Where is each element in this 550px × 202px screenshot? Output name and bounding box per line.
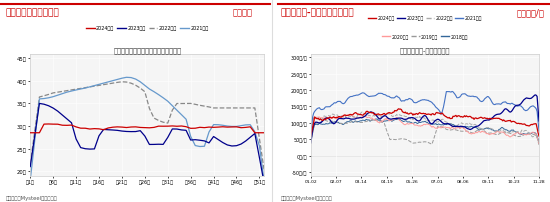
Text: 资料来源：Mysteel，长天期货: 资料来源：Mysteel，长天期货 [6,195,57,200]
Legend: 2020年度, 2019年度, 2018年度: 2020年度, 2019年度, 2018年度 [381,33,469,41]
Text: 图：饲料企业库存天数: 图：饲料企业库存天数 [6,8,59,17]
Text: 图：蛇口港-东北港口玉米价差: 图：蛇口港-东北港口玉米价差 [280,8,354,17]
Title: 饲料企业：库存可用天数：中国（周）: 饲料企业：库存可用天数：中国（周） [113,47,181,53]
Text: 单位：元/吨: 单位：元/吨 [516,8,544,17]
Legend: 2024年度, 2023年度, 2022年度, 2021年度: 2024年度, 2023年度, 2022年度, 2021年度 [84,24,210,33]
Title: 蛇口港市场价-锦州港平仓价: 蛇口港市场价-锦州港平仓价 [400,47,450,53]
Text: 单位：天: 单位：天 [233,8,253,17]
Text: 资料来源：Mysteel，长天期货: 资料来源：Mysteel，长天期货 [280,195,332,200]
